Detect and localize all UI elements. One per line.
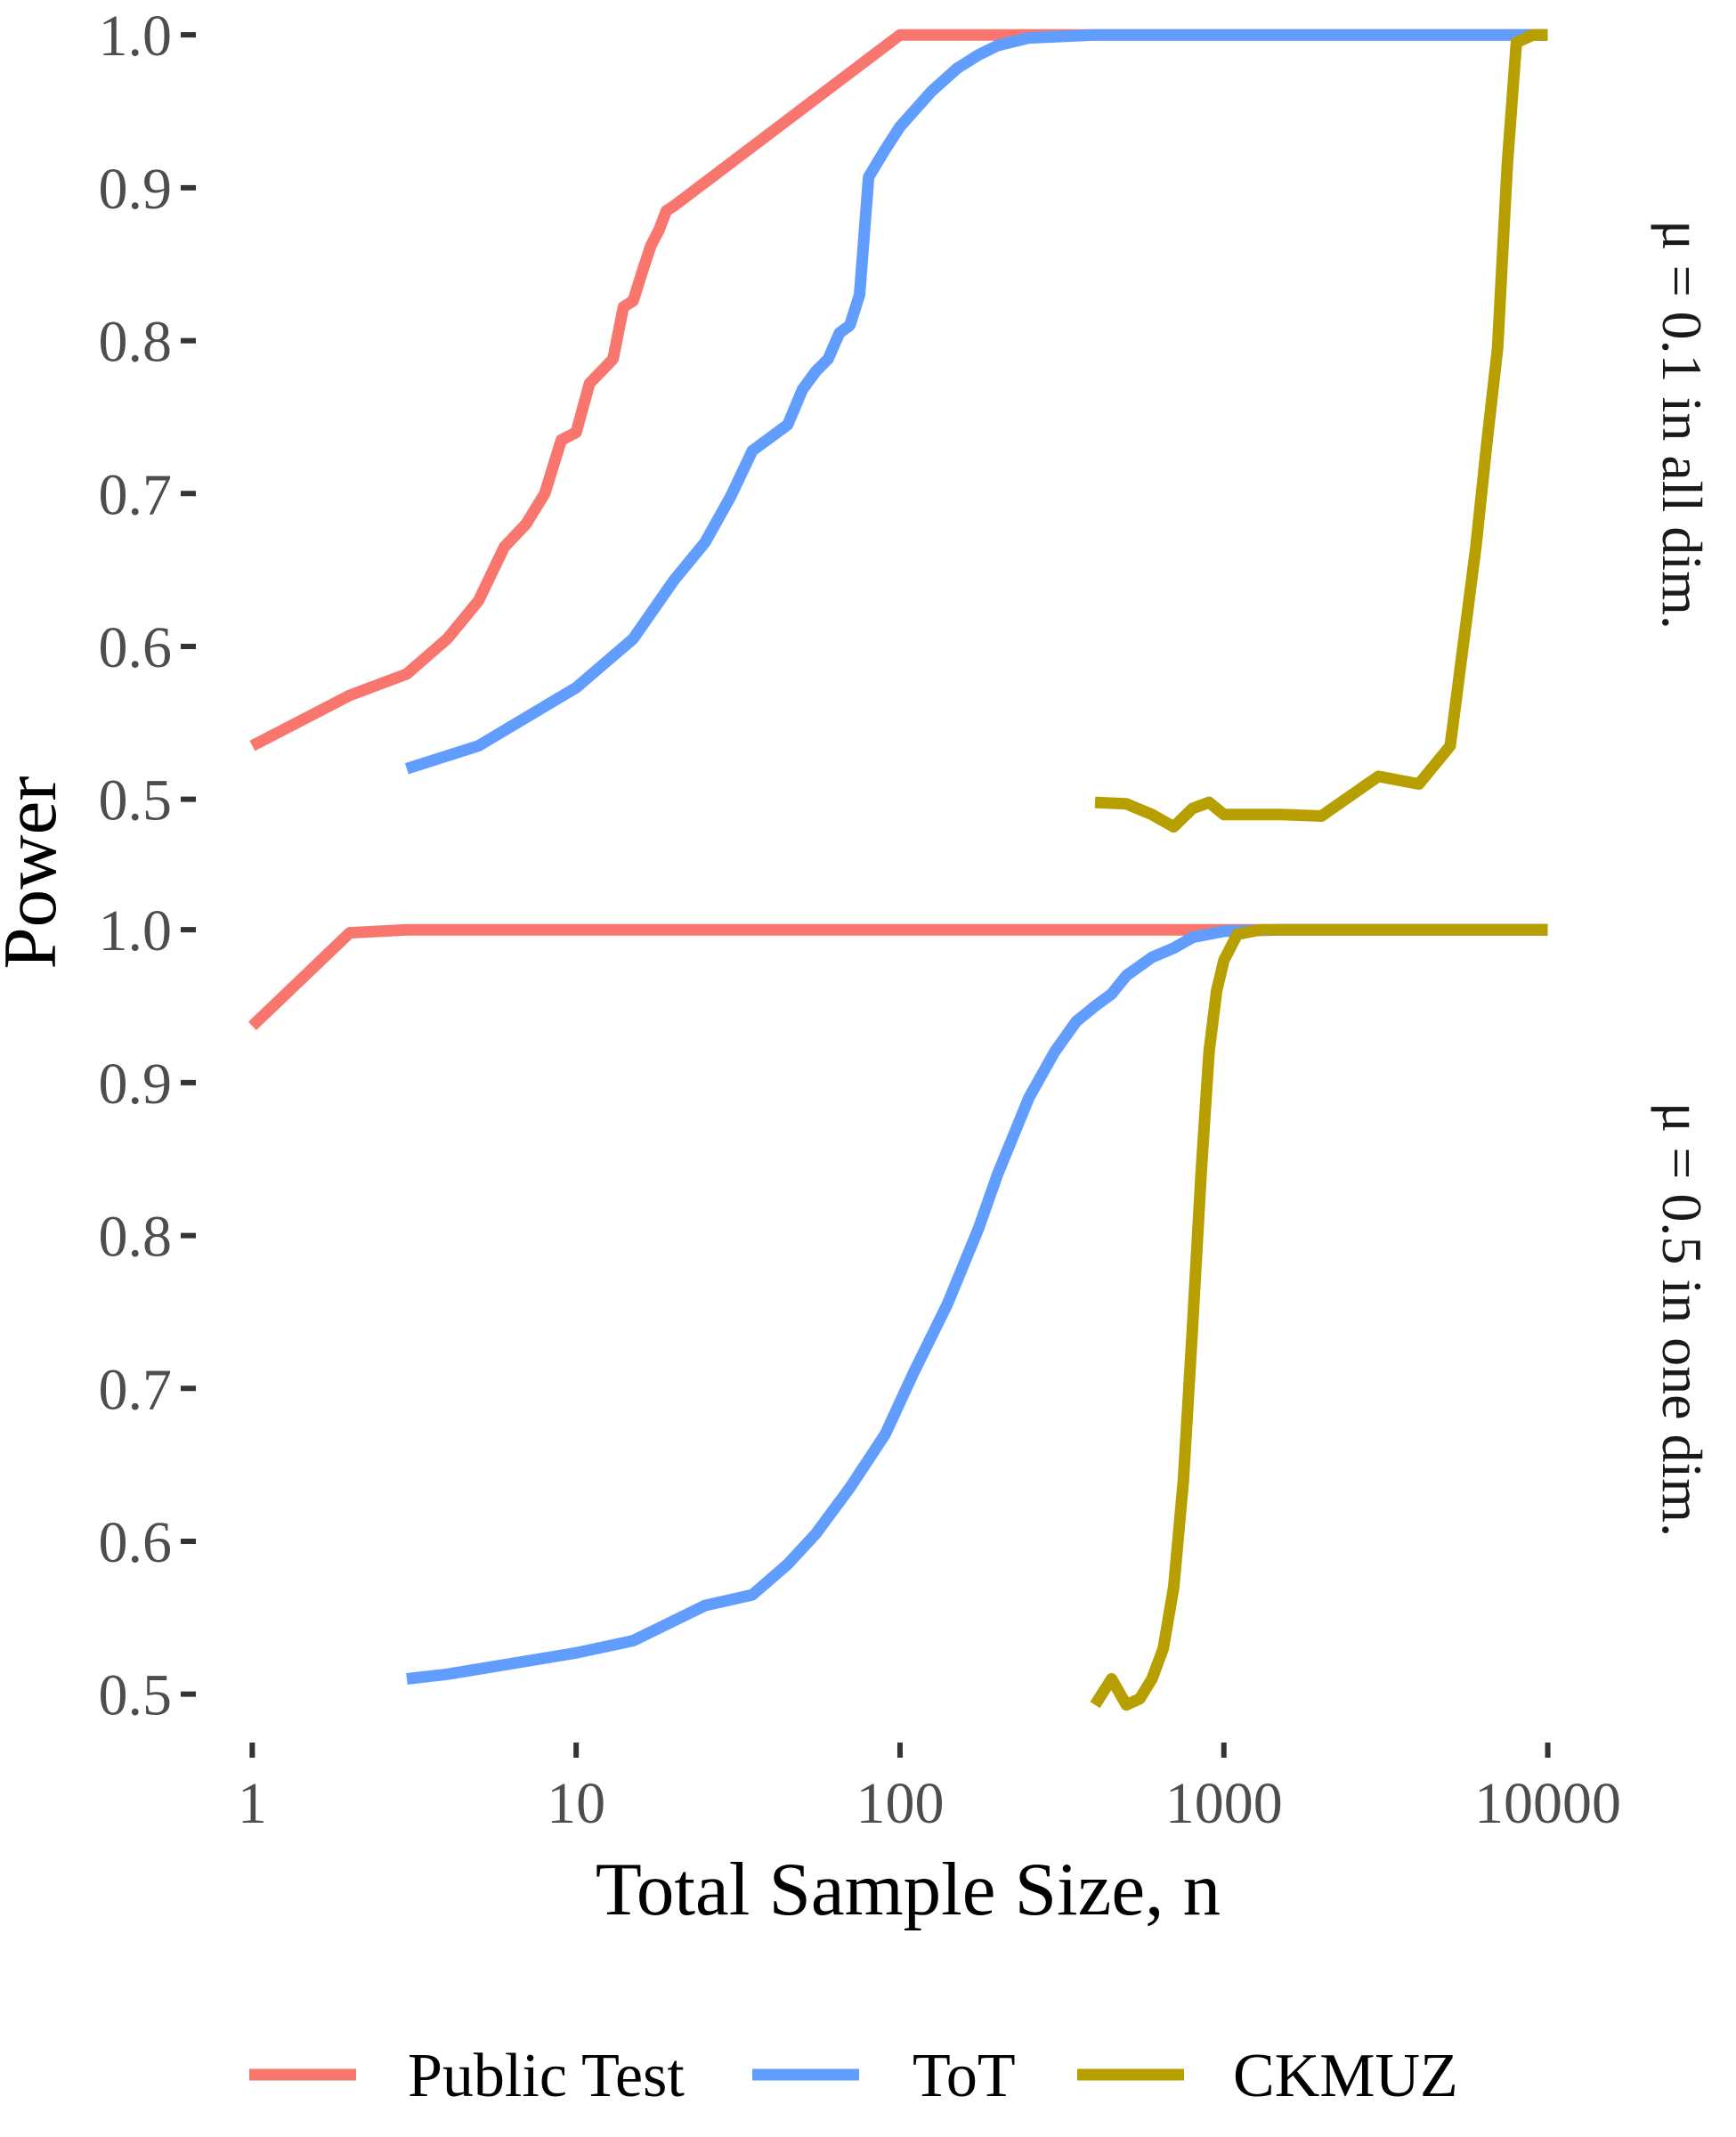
x-tick-label: 1 (238, 1771, 267, 1836)
y-axis-title: Power (0, 776, 72, 969)
series-line-ckmuz (1090, 923, 1548, 1711)
y-tick-label: 0.6 (99, 1510, 173, 1575)
series-line-tot (404, 28, 1548, 775)
x-axis-title: Total Sample Size, n (596, 1848, 1221, 1931)
x-tick-label: 10 (547, 1771, 605, 1836)
panel-strip-label: μ = 0.1 in all dim. (1651, 220, 1714, 630)
x-tick-label: 10000 (1474, 1771, 1621, 1836)
series-line-public-test (249, 28, 1548, 752)
y-tick-label: 0.9 (99, 1052, 173, 1117)
panel-1: 0.5 0.6 0.7 0.8 0.9 1.0 μ = 0.1 in all dim. (99, 4, 1715, 833)
y-tick-label: 0.5 (99, 1663, 173, 1728)
series-line-ckmuz (1094, 28, 1548, 833)
series-line-tot (406, 923, 1548, 1685)
y-tick-label: 1.0 (99, 898, 173, 963)
legend-label-tot: ToT (913, 2042, 1016, 2110)
y-tick-label: 0.5 (99, 768, 173, 833)
series-line-public-test (247, 923, 1548, 1030)
y-tick-label: 1.0 (99, 4, 173, 69)
legend-label-ckmuz: CKMUZ (1233, 2042, 1458, 2110)
y-tick-label: 0.7 (99, 462, 173, 527)
x-tick-label: 1000 (1165, 1771, 1283, 1836)
legend-label-public-test: Public Test (408, 2042, 685, 2110)
y-tick-label: 0.8 (99, 310, 173, 375)
x-tick-label: 100 (856, 1771, 944, 1836)
y-tick-label: 0.9 (99, 157, 173, 222)
legend: Public Test ToT CKMUZ (249, 2042, 1458, 2110)
panel-2: 0.5 0.6 0.7 0.8 0.9 1.0 μ = 0.5 in one dim. (99, 898, 1715, 1727)
y-tick-label: 0.7 (99, 1357, 173, 1422)
y-tick-label: 0.6 (99, 615, 173, 680)
panel-strip-label: μ = 0.5 in one dim. (1651, 1102, 1714, 1537)
panels-layer: 0.50.60.70.80.91.0μ = 0.1 in all dim.0.5… (99, 4, 1715, 1727)
x-axis: 1 10 100 1000 10000 (238, 1743, 1621, 1836)
y-tick-label: 0.8 (99, 1205, 173, 1270)
